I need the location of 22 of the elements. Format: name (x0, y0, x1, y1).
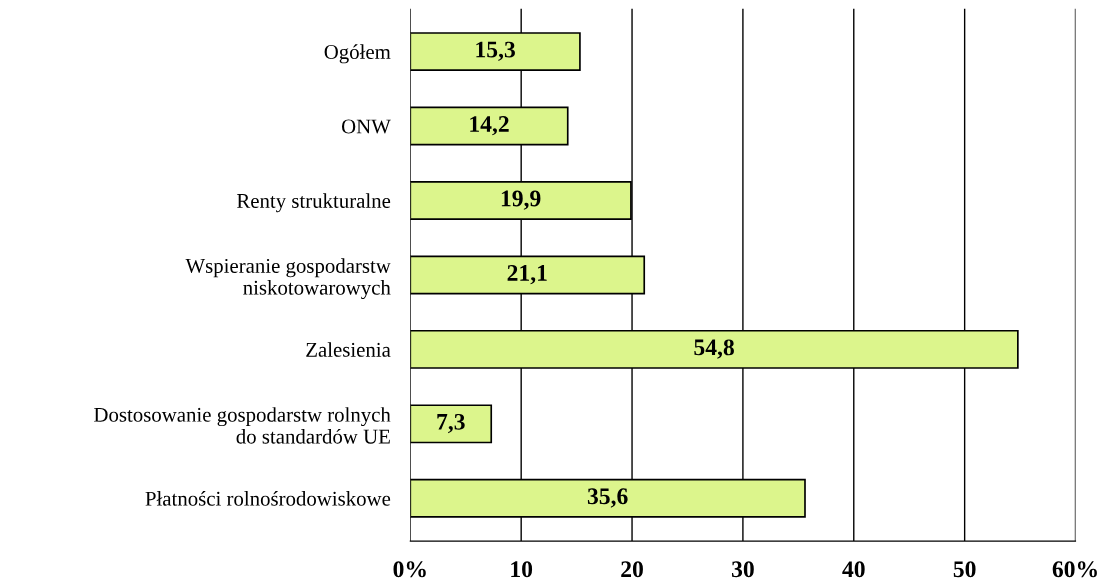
y-tick-label: Wspieranie gospodarstw niskotowarowych (185, 258, 391, 300)
x-tick-label: 20 (621, 561, 643, 578)
y-tick-label: Ogółem (324, 44, 391, 64)
x-tick-label: 30 (731, 561, 754, 578)
y-tick-label: Renty strukturalne (236, 193, 391, 213)
data-label: 35,6 (587, 488, 628, 508)
data-label: 15,3 (476, 41, 515, 61)
data-label: 21,1 (507, 264, 547, 285)
x-tick-label: 40 (842, 561, 865, 578)
x-tick-label: 0% (393, 561, 426, 578)
bar (410, 404, 493, 444)
y-tick-label: Zalesienia (306, 342, 391, 357)
data-label: 14,2 (470, 116, 509, 136)
data-label: 54,8 (694, 339, 734, 359)
y-tick-label: Płatności rolnośrodowiskowe (145, 491, 391, 506)
y-tick-label: Dostosowanie gospodarstw rolnych do standardów UE (94, 407, 391, 444)
y-tick-label: ONW (341, 119, 391, 134)
x-tick-label: 50 (953, 561, 976, 578)
x-tick-label: 60% (1052, 561, 1097, 578)
data-label: 19,9 (501, 190, 541, 210)
data-label: 7,3 (437, 413, 465, 434)
x-tick-label: 10 (511, 561, 533, 578)
